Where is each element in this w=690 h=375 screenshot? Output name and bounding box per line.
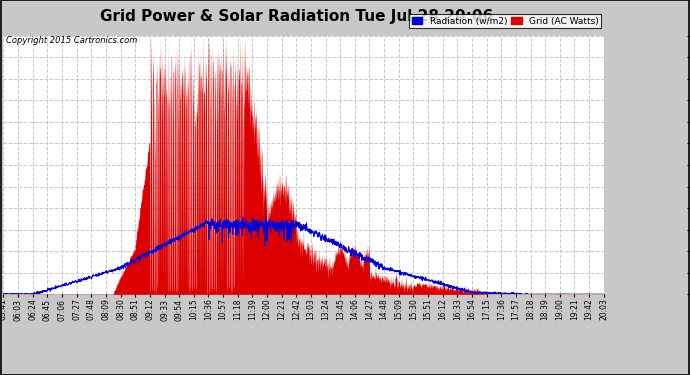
Legend: Radiation (w/m2), Grid (AC Watts): Radiation (w/m2), Grid (AC Watts) <box>409 14 601 28</box>
Text: Grid Power & Solar Radiation Tue Jul 28 20:06: Grid Power & Solar Radiation Tue Jul 28 … <box>100 9 493 24</box>
Text: Copyright 2015 Cartronics.com: Copyright 2015 Cartronics.com <box>6 36 137 45</box>
